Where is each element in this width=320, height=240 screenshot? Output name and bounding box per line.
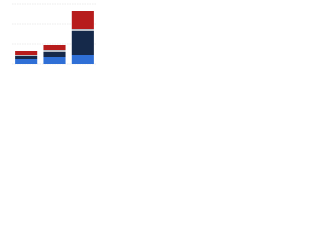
bar-segment (71, 31, 94, 55)
bar-segment (43, 50, 66, 52)
bar-segment (71, 29, 94, 31)
bar-segment (15, 55, 38, 56)
bar-segment (15, 51, 38, 55)
bar-segment (43, 52, 66, 57)
chart (12, 3, 97, 65)
bar-segment (43, 57, 66, 64)
bar-segment (71, 55, 94, 64)
bar-segment (15, 59, 38, 64)
bar-segment (43, 45, 66, 50)
bar-segment (15, 56, 38, 59)
bar-segment (71, 11, 94, 29)
